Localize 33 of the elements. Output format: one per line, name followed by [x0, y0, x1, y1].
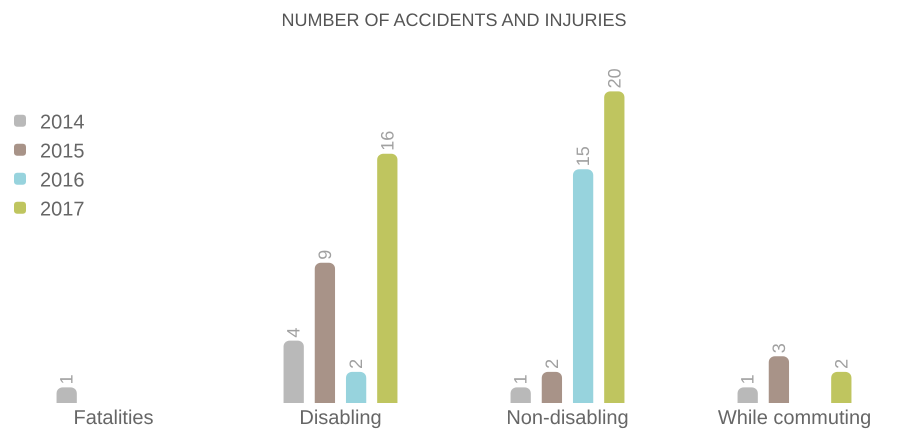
bar	[572, 169, 594, 403]
bar	[738, 387, 758, 403]
data-label: 2	[542, 358, 562, 369]
bar	[604, 91, 624, 403]
data-label: 4	[284, 328, 304, 338]
x-tick-label: While commuting	[718, 407, 872, 429]
bar	[768, 356, 790, 403]
data-label: 1	[738, 374, 758, 384]
data-label: 16	[377, 130, 398, 151]
bar	[346, 372, 366, 403]
chart-title: NUMBER OF ACCIDENTS AND INJURIES	[281, 10, 627, 30]
legend-label: 2014	[40, 112, 84, 134]
data-label: 9	[314, 250, 335, 260]
data-label: 3	[768, 343, 789, 354]
x-tick-label: Non-disabling	[506, 407, 629, 429]
legend-label: 2015	[40, 140, 84, 163]
legend-label: 2016	[40, 170, 84, 192]
bar	[314, 262, 336, 403]
data-label: 2	[346, 358, 366, 369]
data-label: 1	[510, 374, 531, 384]
x-tick-label: Disabling	[299, 407, 382, 429]
data-label: 15	[573, 146, 594, 166]
x-tick-label: Fatalities	[73, 407, 154, 429]
bar	[542, 372, 562, 403]
bar	[510, 387, 531, 403]
data-label: 1	[56, 374, 77, 384]
data-label: 2	[831, 358, 852, 369]
data-label: 20	[604, 68, 624, 88]
legend-label: 2017	[40, 198, 84, 221]
bar	[56, 387, 77, 403]
bar	[284, 340, 304, 403]
bar	[377, 154, 398, 403]
bar	[831, 372, 852, 403]
